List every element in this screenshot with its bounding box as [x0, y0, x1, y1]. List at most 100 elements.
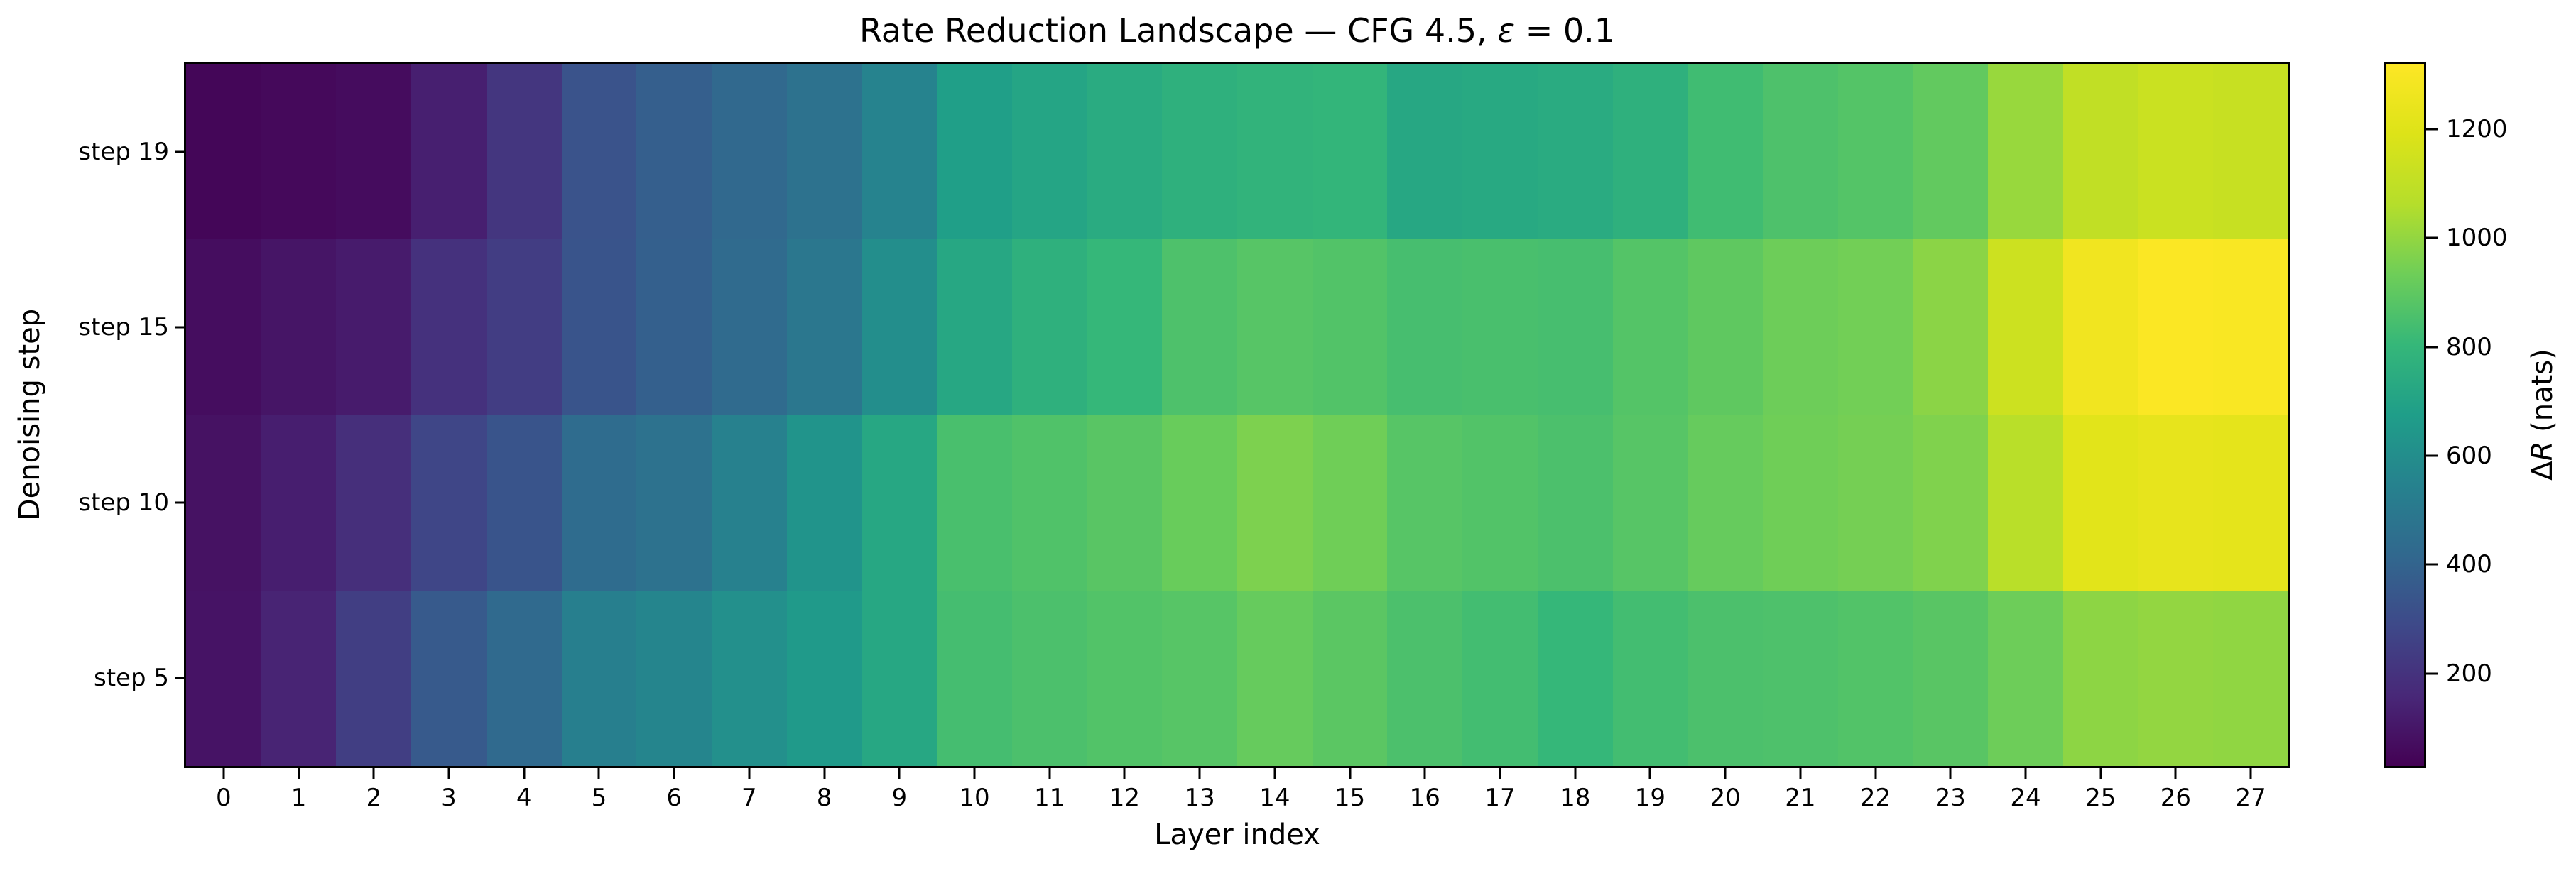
colorbar-label: ΔR (nats) — [2526, 349, 2559, 480]
heatmap-cell — [1087, 415, 1163, 591]
x-tick-mark — [2099, 768, 2102, 779]
x-tick-label: 13 — [1184, 784, 1215, 812]
x-tick-label: 26 — [2160, 784, 2192, 812]
x-tick-mark — [372, 768, 375, 779]
heatmap-cell — [937, 590, 1012, 766]
chart-title-suffix: = 0.1 — [1515, 11, 1616, 50]
x-tick-label: 8 — [816, 784, 832, 812]
heatmap-cell — [1913, 239, 1989, 415]
x-tick-mark — [1273, 768, 1276, 779]
heatmap-cell — [1162, 415, 1237, 591]
x-tick-label: 0 — [216, 784, 232, 812]
heatmap-cell — [261, 64, 337, 240]
y-tick-mark — [175, 501, 186, 504]
x-tick-mark — [1423, 768, 1426, 779]
colorbar-tick-mark — [2426, 236, 2438, 239]
heatmap-cell — [1237, 239, 1313, 415]
heatmap-cell — [1537, 64, 1613, 240]
x-tick-label: 24 — [2010, 784, 2041, 812]
heatmap-cell — [486, 64, 562, 240]
colorbar-tick-mark — [2426, 454, 2438, 457]
heatmap-cell — [1312, 590, 1388, 766]
heatmap-cell — [862, 590, 938, 766]
x-tick-mark — [523, 768, 526, 779]
heatmap-cell — [1612, 64, 1688, 240]
x-tick-mark — [1499, 768, 1501, 779]
heatmap-cell — [862, 64, 938, 240]
heatmap-cell — [937, 239, 1012, 415]
colorbar-ticks: 200 400 600 800 1000 1200 — [2426, 64, 2540, 766]
heatmap-cell — [186, 64, 261, 240]
heatmap-cell — [2138, 239, 2214, 415]
colorbar-tick-mark — [2426, 128, 2438, 131]
heatmap-cell — [1011, 590, 1087, 766]
heatmap-cell — [336, 590, 412, 766]
heatmap-cell — [1087, 64, 1163, 240]
heatmap-cell — [411, 64, 487, 240]
heatmap-cell — [1162, 590, 1237, 766]
heatmap-cell — [1462, 415, 1538, 591]
heatmap-cell — [1913, 64, 1989, 240]
x-tick-mark — [1574, 768, 1577, 779]
heatmap-cell — [1988, 590, 2063, 766]
x-tick-label: 23 — [1935, 784, 1966, 812]
colorbar-tick-mark — [2426, 672, 2438, 675]
heatmap-cell — [1387, 590, 1463, 766]
heatmap-cell — [1087, 590, 1163, 766]
heatmap-cell — [186, 415, 261, 591]
y-axis: step 19 step 15 step 10 step 5 — [0, 64, 186, 766]
heatmap-cell — [2063, 64, 2138, 240]
x-tick-label: 20 — [1710, 784, 1741, 812]
heatmap-cell — [1312, 64, 1388, 240]
heatmap-cell — [1162, 64, 1237, 240]
heatmap-cell — [786, 590, 862, 766]
x-tick-mark — [823, 768, 826, 779]
x-tick-mark — [1198, 768, 1201, 779]
colorbar-label-delta: Δ — [2526, 461, 2559, 481]
heatmap-cell — [1537, 239, 1613, 415]
x-tick-mark — [1874, 768, 1877, 779]
heatmap-plot-area — [184, 62, 2290, 768]
heatmap-cell — [1462, 590, 1538, 766]
heatmap-cell — [2213, 239, 2288, 415]
heatmap-cell — [937, 64, 1012, 240]
y-tick-label: step 19 — [78, 137, 169, 166]
colorbar-tick-label: 1000 — [2446, 224, 2508, 253]
heatmap-cell — [1162, 239, 1237, 415]
heatmap-cell — [1837, 239, 1913, 415]
heatmap-cell — [1837, 64, 1913, 240]
heatmap-cell — [1237, 64, 1313, 240]
x-tick-mark — [1123, 768, 1126, 779]
heatmap-cell — [486, 590, 562, 766]
heatmap-cell — [2063, 415, 2138, 591]
colorbar-tick-label: 800 — [2446, 332, 2492, 361]
heatmap-cell — [2138, 64, 2214, 240]
heatmap-cell — [862, 239, 938, 415]
x-tick-label: 15 — [1334, 784, 1366, 812]
x-tick-mark — [1724, 768, 1727, 779]
x-tick-label: 18 — [1560, 784, 1591, 812]
x-tick-mark — [2249, 768, 2252, 779]
heatmap-cell — [1612, 590, 1688, 766]
x-tick-label: 10 — [959, 784, 990, 812]
heatmap-cell — [1688, 590, 1763, 766]
y-tick-mark — [175, 326, 186, 329]
heatmap-cell — [1387, 64, 1463, 240]
heatmap-cell — [1387, 239, 1463, 415]
heatmap-cell — [1688, 239, 1763, 415]
heatmap-cell — [336, 239, 412, 415]
x-tick-mark — [222, 768, 225, 779]
colorbar — [2384, 62, 2426, 768]
x-tick-mark — [673, 768, 675, 779]
x-tick-mark — [1949, 768, 1952, 779]
x-tick-label: 7 — [741, 784, 757, 812]
x-tick-mark — [1799, 768, 1802, 779]
heatmap-cell — [712, 590, 787, 766]
colorbar-label-rest: (nats) — [2526, 349, 2559, 442]
heatmap-cell — [937, 415, 1012, 591]
heatmap-cell — [1011, 239, 1087, 415]
x-tick-label: 4 — [516, 784, 532, 812]
heatmap-grid — [186, 64, 2288, 766]
heatmap-cell — [261, 415, 337, 591]
heatmap-cell — [712, 415, 787, 591]
